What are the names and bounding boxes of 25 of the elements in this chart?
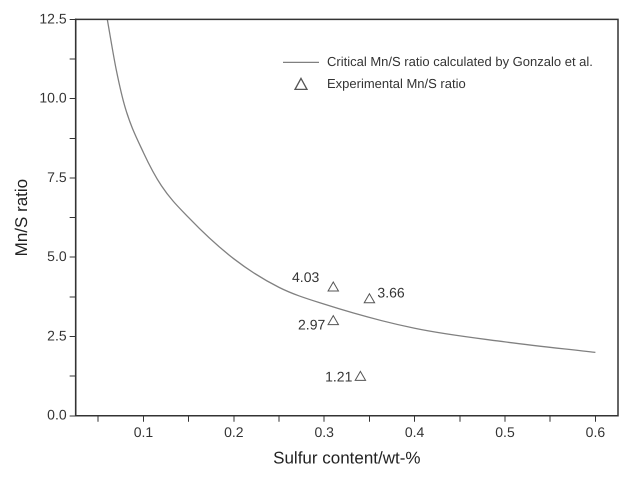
- point: [354, 370, 366, 381]
- point: [328, 315, 339, 326]
- y-tick-label: 0.0: [47, 406, 67, 423]
- data-label: 3.66: [377, 284, 405, 301]
- x-tick-label: 0.1: [134, 424, 154, 440]
- legend-label: Experimental Mn/S ratio: [327, 76, 466, 91]
- y-tick-label: 5.0: [47, 248, 67, 264]
- point: [328, 282, 339, 292]
- data-label: 1.21: [325, 368, 353, 384]
- y-axis-title: Mn/S ratio: [12, 178, 31, 256]
- legend-label: Critical Mn/S ratio calculated by Gonzalo et al.: [327, 54, 593, 69]
- x-tick-label: 0.3: [314, 424, 334, 440]
- x-axis-title: Sulfur content/wt-%: [273, 448, 421, 468]
- y-tick-label: 2.5: [47, 327, 67, 344]
- y-tick-label: 12.5: [39, 10, 67, 26]
- x-tick-label: 0.6: [586, 424, 606, 440]
- data-label: 4.03: [292, 268, 320, 285]
- y-tick-label: 7.5: [47, 168, 67, 185]
- point: [364, 293, 376, 304]
- y-tick-label: 10.0: [39, 90, 67, 106]
- x-tick-label: 0.2: [224, 424, 244, 440]
- data-label: 2.97: [298, 316, 326, 332]
- x-tick-label: 0.5: [495, 424, 515, 440]
- line-series: [106, 19, 596, 354]
- x-tick-label: 0.4: [404, 424, 425, 440]
